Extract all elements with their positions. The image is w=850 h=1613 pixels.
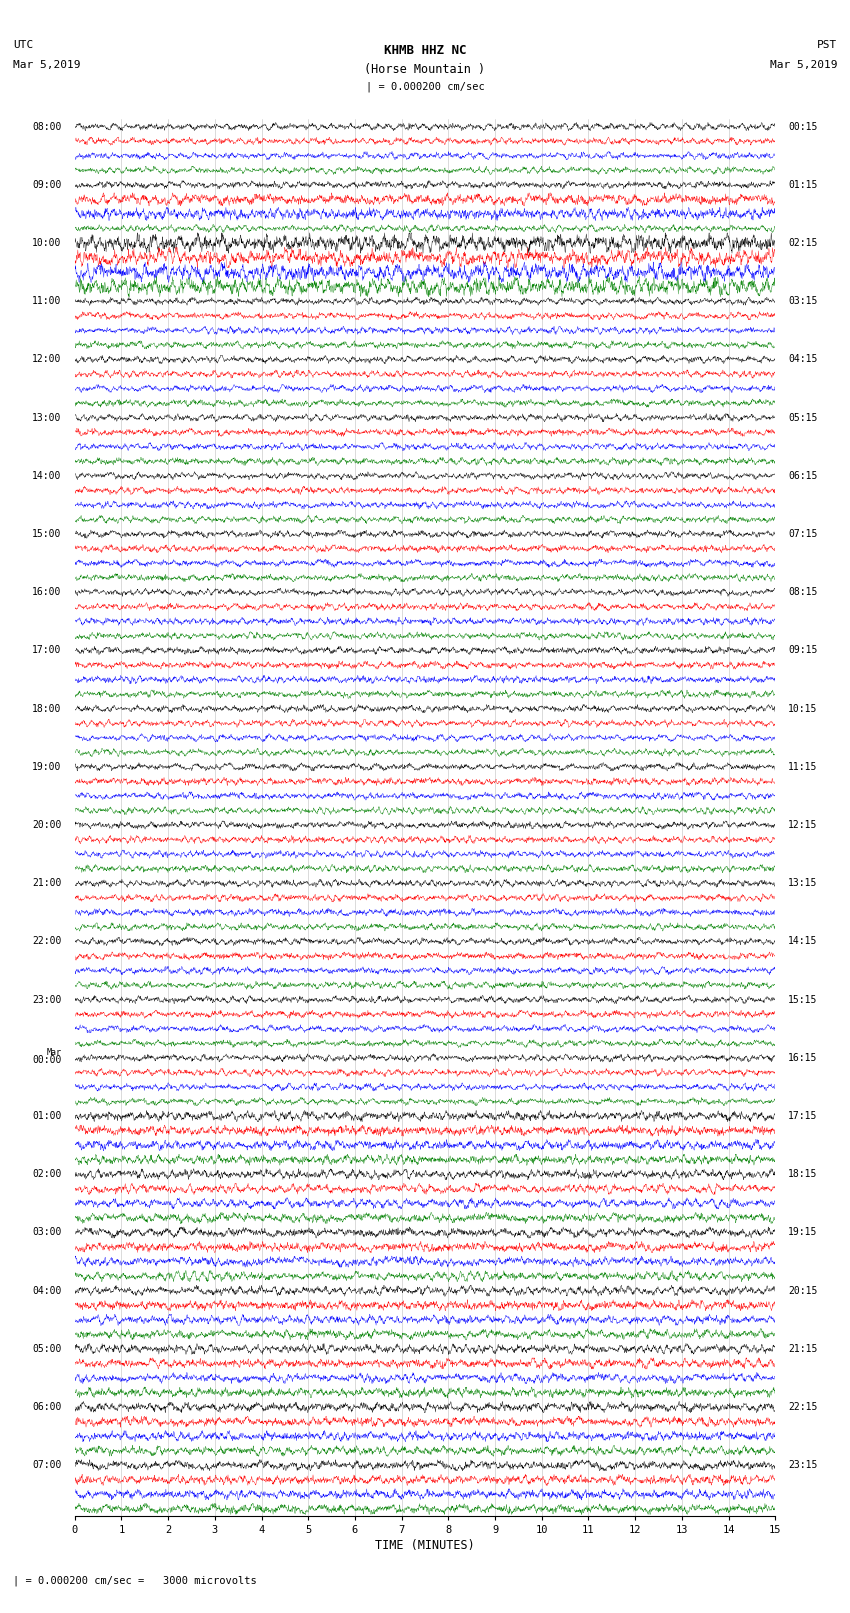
Text: 00:00: 00:00 <box>32 1055 62 1065</box>
Text: 01:15: 01:15 <box>788 179 818 190</box>
Text: 17:15: 17:15 <box>788 1111 818 1121</box>
Text: 14:00: 14:00 <box>32 471 62 481</box>
Text: 05:15: 05:15 <box>788 413 818 423</box>
Text: | = 0.000200 cm/sec: | = 0.000200 cm/sec <box>366 82 484 92</box>
Text: 11:00: 11:00 <box>32 297 62 306</box>
Text: 15:00: 15:00 <box>32 529 62 539</box>
Text: 02:00: 02:00 <box>32 1169 62 1179</box>
Text: 17:00: 17:00 <box>32 645 62 655</box>
Text: 23:00: 23:00 <box>32 995 62 1005</box>
Text: 03:15: 03:15 <box>788 297 818 306</box>
Text: 14:15: 14:15 <box>788 937 818 947</box>
Text: 08:00: 08:00 <box>32 121 62 132</box>
Text: 09:15: 09:15 <box>788 645 818 655</box>
Text: Mar 5,2019: Mar 5,2019 <box>13 60 80 69</box>
Text: 18:00: 18:00 <box>32 703 62 713</box>
Text: KHMB HHZ NC: KHMB HHZ NC <box>383 44 467 58</box>
Text: 20:15: 20:15 <box>788 1286 818 1295</box>
Text: 23:15: 23:15 <box>788 1460 818 1471</box>
Text: 06:15: 06:15 <box>788 471 818 481</box>
Text: Mar: Mar <box>47 1048 62 1057</box>
Text: 03:00: 03:00 <box>32 1227 62 1237</box>
Text: PST: PST <box>817 40 837 50</box>
Text: 06:00: 06:00 <box>32 1402 62 1411</box>
Text: 18:15: 18:15 <box>788 1169 818 1179</box>
Text: 00:15: 00:15 <box>788 121 818 132</box>
Text: 16:15: 16:15 <box>788 1053 818 1063</box>
X-axis label: TIME (MINUTES): TIME (MINUTES) <box>375 1539 475 1552</box>
Text: 21:00: 21:00 <box>32 877 62 889</box>
Text: | = 0.000200 cm/sec =   3000 microvolts: | = 0.000200 cm/sec = 3000 microvolts <box>13 1576 257 1586</box>
Text: 19:00: 19:00 <box>32 761 62 773</box>
Text: 10:15: 10:15 <box>788 703 818 713</box>
Text: 09:00: 09:00 <box>32 179 62 190</box>
Text: UTC: UTC <box>13 40 33 50</box>
Text: 22:00: 22:00 <box>32 937 62 947</box>
Text: 21:15: 21:15 <box>788 1344 818 1353</box>
Text: 02:15: 02:15 <box>788 239 818 248</box>
Text: 07:15: 07:15 <box>788 529 818 539</box>
Text: 08:15: 08:15 <box>788 587 818 597</box>
Text: 13:00: 13:00 <box>32 413 62 423</box>
Text: 12:00: 12:00 <box>32 355 62 365</box>
Text: 05:00: 05:00 <box>32 1344 62 1353</box>
Text: 11:15: 11:15 <box>788 761 818 773</box>
Text: Mar 5,2019: Mar 5,2019 <box>770 60 837 69</box>
Text: 13:15: 13:15 <box>788 877 818 889</box>
Text: 22:15: 22:15 <box>788 1402 818 1411</box>
Text: 01:00: 01:00 <box>32 1111 62 1121</box>
Text: 07:00: 07:00 <box>32 1460 62 1471</box>
Text: 04:00: 04:00 <box>32 1286 62 1295</box>
Text: 16:00: 16:00 <box>32 587 62 597</box>
Text: (Horse Mountain ): (Horse Mountain ) <box>365 63 485 76</box>
Text: 04:15: 04:15 <box>788 355 818 365</box>
Text: 19:15: 19:15 <box>788 1227 818 1237</box>
Text: 20:00: 20:00 <box>32 819 62 831</box>
Text: 10:00: 10:00 <box>32 239 62 248</box>
Text: 15:15: 15:15 <box>788 995 818 1005</box>
Text: 12:15: 12:15 <box>788 819 818 831</box>
